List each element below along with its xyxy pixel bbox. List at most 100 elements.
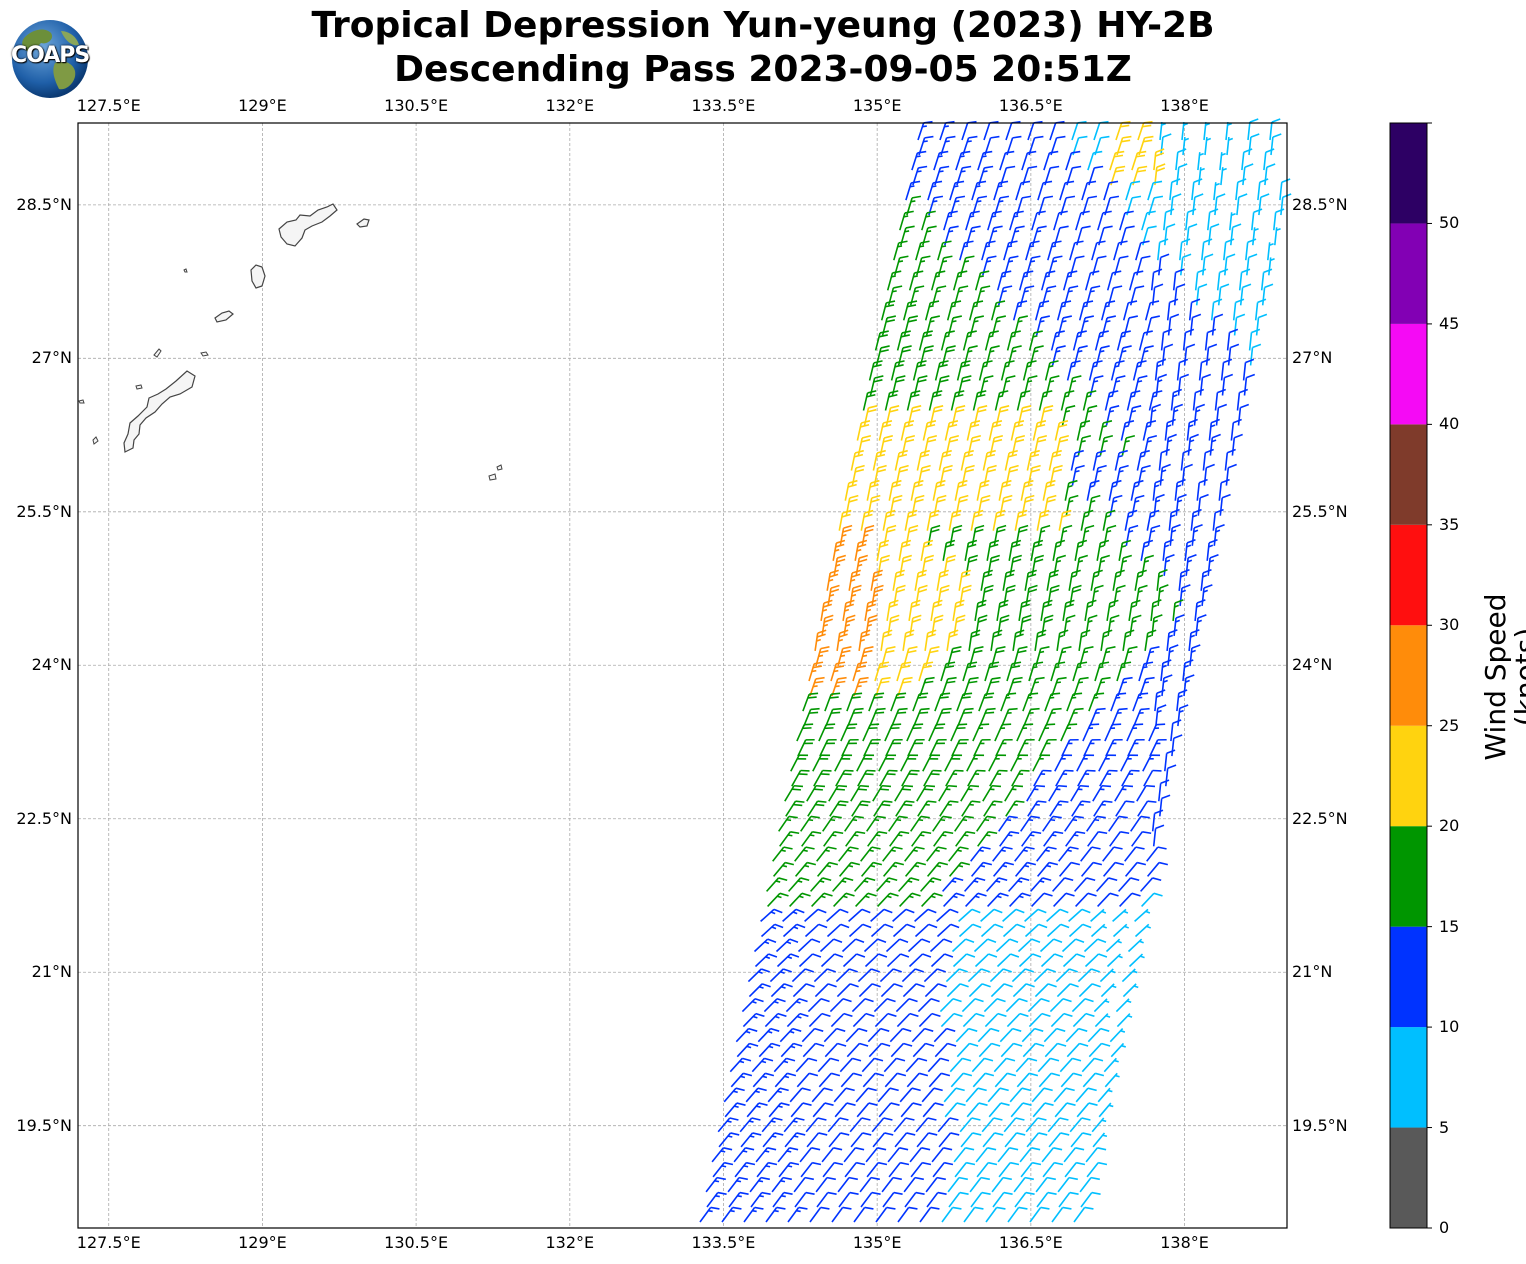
wind-barb — [914, 908, 937, 922]
wind-barb — [1174, 478, 1186, 501]
wind-barb — [948, 1191, 969, 1208]
wind-barb — [1102, 846, 1123, 862]
wind-barb — [1120, 420, 1135, 441]
wind-barb — [1081, 524, 1095, 546]
wind-barb — [1047, 1117, 1069, 1133]
wind-barb — [1118, 877, 1140, 892]
wind-barb — [838, 846, 859, 862]
wind-barb — [906, 195, 922, 216]
wind-barb — [1037, 1057, 1060, 1073]
wind-barb — [1135, 240, 1150, 261]
wind-barb — [948, 861, 971, 877]
wind-barb — [813, 968, 836, 983]
wind-barb — [756, 1161, 778, 1178]
wind-barb — [800, 815, 820, 832]
wind-barb — [1188, 629, 1200, 651]
wind-barb — [1213, 524, 1225, 546]
wind-barb — [785, 800, 805, 817]
wind-barb — [809, 1206, 830, 1223]
wind-barb — [1078, 629, 1091, 652]
wind-barb — [1081, 180, 1097, 201]
wind-barb — [1136, 784, 1156, 802]
wind-barb — [1045, 707, 1062, 727]
wind-barb — [941, 345, 956, 366]
wind-barb — [903, 315, 918, 336]
wind-barb — [978, 1042, 1001, 1058]
wind-barb — [1109, 494, 1123, 516]
wind-barb — [779, 1027, 802, 1043]
wind-barb — [963, 1206, 984, 1223]
wind-barb — [864, 953, 888, 968]
wind-barb — [1109, 1028, 1126, 1043]
wind-barb — [1218, 478, 1230, 501]
wind-barb — [806, 1132, 828, 1148]
wind-barb — [1195, 614, 1207, 636]
wind-barb — [959, 1117, 981, 1133]
wind-barb — [877, 1087, 899, 1103]
wind-barb — [1152, 478, 1164, 501]
wind-barb — [918, 330, 933, 351]
wind-barb — [990, 983, 1013, 998]
wind-barb — [1054, 1102, 1076, 1118]
wind-barb — [894, 1132, 916, 1148]
wind-barb — [872, 449, 886, 471]
wind-barb — [972, 723, 990, 742]
wind-barb — [946, 300, 962, 321]
wind-barb — [992, 509, 1006, 531]
wind-barb — [1172, 599, 1184, 621]
wind-barb — [910, 815, 930, 832]
wind-barb — [1104, 195, 1120, 216]
wind-barb — [862, 723, 880, 742]
wind-barb — [931, 1147, 953, 1163]
wind-barb — [1145, 315, 1160, 336]
wind-barb — [1012, 983, 1035, 998]
wind-barb — [938, 255, 953, 276]
wind-barb — [891, 707, 908, 727]
wind-barb — [1132, 360, 1147, 381]
wind-barb — [1122, 300, 1138, 321]
wind-barb — [1274, 227, 1281, 246]
wind-barb — [942, 539, 956, 561]
wind-barb — [1031, 1087, 1053, 1103]
wind-barb — [887, 1147, 909, 1163]
wind-barb — [1051, 345, 1066, 366]
wind-barb — [735, 1027, 758, 1043]
wind-barb — [1046, 923, 1070, 938]
wind-barb — [1100, 300, 1116, 321]
wind-barb — [892, 923, 916, 938]
wind-barb — [1080, 509, 1094, 531]
wind-barb — [856, 420, 871, 441]
wind-barb — [887, 285, 903, 306]
wind-barb — [1033, 968, 1056, 983]
wind-barb — [1131, 830, 1152, 847]
wind-barb — [816, 861, 839, 877]
wind-barb — [1230, 223, 1242, 246]
wind-barb — [1026, 1132, 1048, 1148]
wind-barb — [1053, 1087, 1075, 1103]
wind-barb — [1027, 464, 1041, 486]
wind-barb — [879, 769, 898, 787]
wind-barb — [1128, 270, 1144, 291]
wind-barb — [1016, 390, 1031, 411]
wind-barb — [836, 983, 859, 998]
lat-label-left: 27°N — [31, 348, 72, 368]
wind-barb — [1068, 908, 1091, 922]
wind-barb — [943, 892, 965, 907]
wind-barb — [831, 676, 847, 697]
wind-barb — [926, 846, 947, 862]
wind-barb — [1144, 629, 1157, 652]
wind-barb — [852, 1012, 875, 1028]
wind-barb — [1155, 704, 1167, 727]
wind-barb — [819, 938, 843, 953]
wind-barb — [1046, 908, 1069, 922]
wind-barb — [1028, 661, 1044, 682]
wind-barb — [705, 1176, 726, 1193]
wind-barb — [1173, 283, 1186, 306]
wind-barb — [939, 800, 959, 817]
wind-barb — [836, 629, 849, 652]
wind-barb — [871, 1117, 893, 1133]
wind-barb — [1053, 210, 1068, 231]
wind-barb — [926, 861, 949, 877]
wind-barb — [883, 1057, 906, 1073]
wind-barb — [1113, 240, 1128, 261]
